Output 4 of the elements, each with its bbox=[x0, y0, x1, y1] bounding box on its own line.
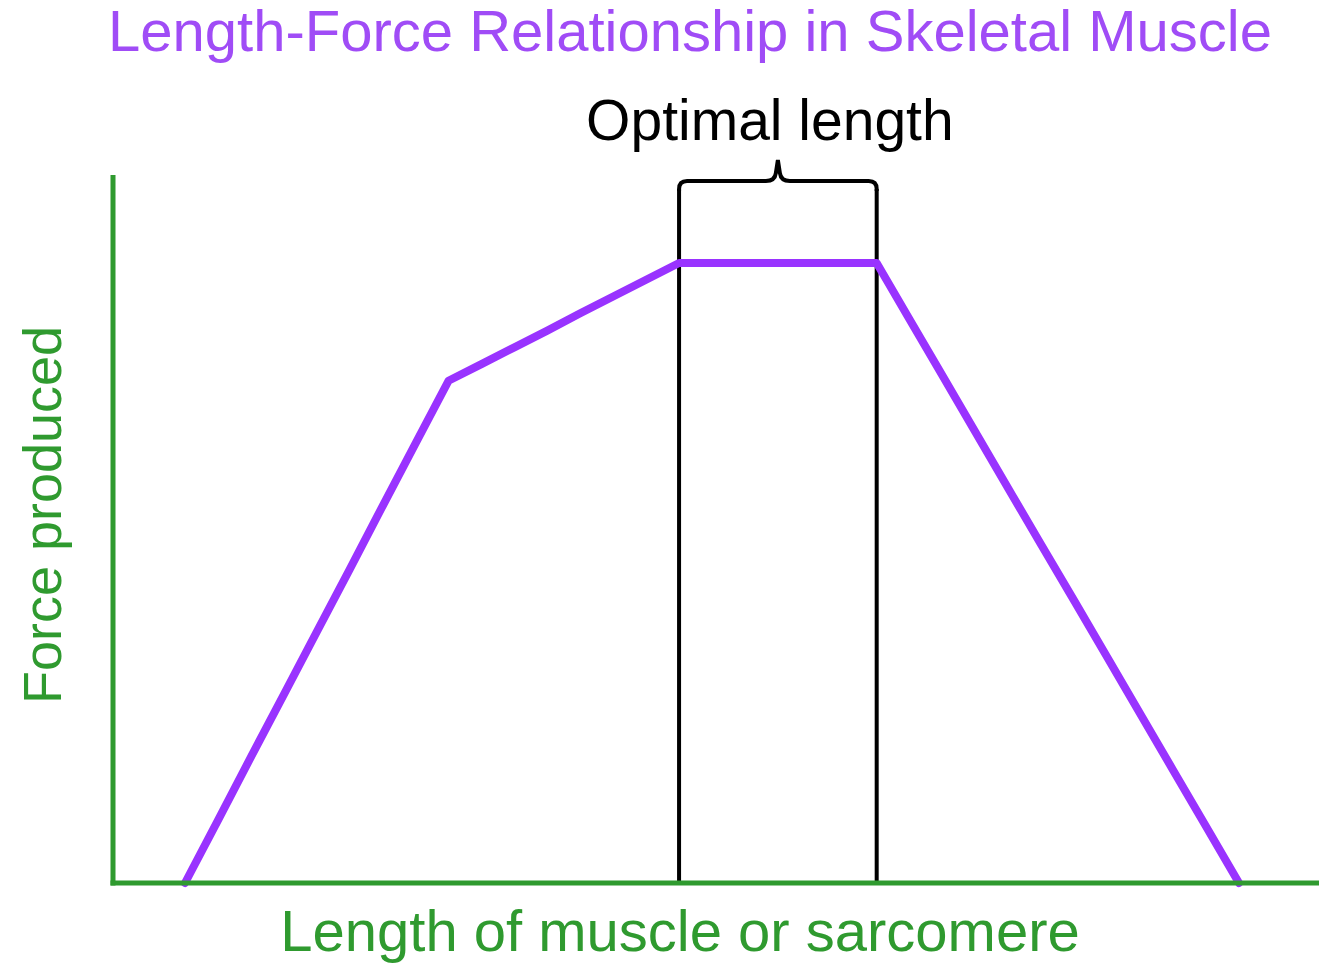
chart-title: Length-Force Relationship in Skeletal Muscle bbox=[108, 0, 1272, 63]
x-axis-title: Length of muscle or sarcomere bbox=[280, 898, 1080, 963]
y-axis-title: Force produced bbox=[12, 325, 72, 705]
text: Optimal length bbox=[586, 88, 954, 152]
